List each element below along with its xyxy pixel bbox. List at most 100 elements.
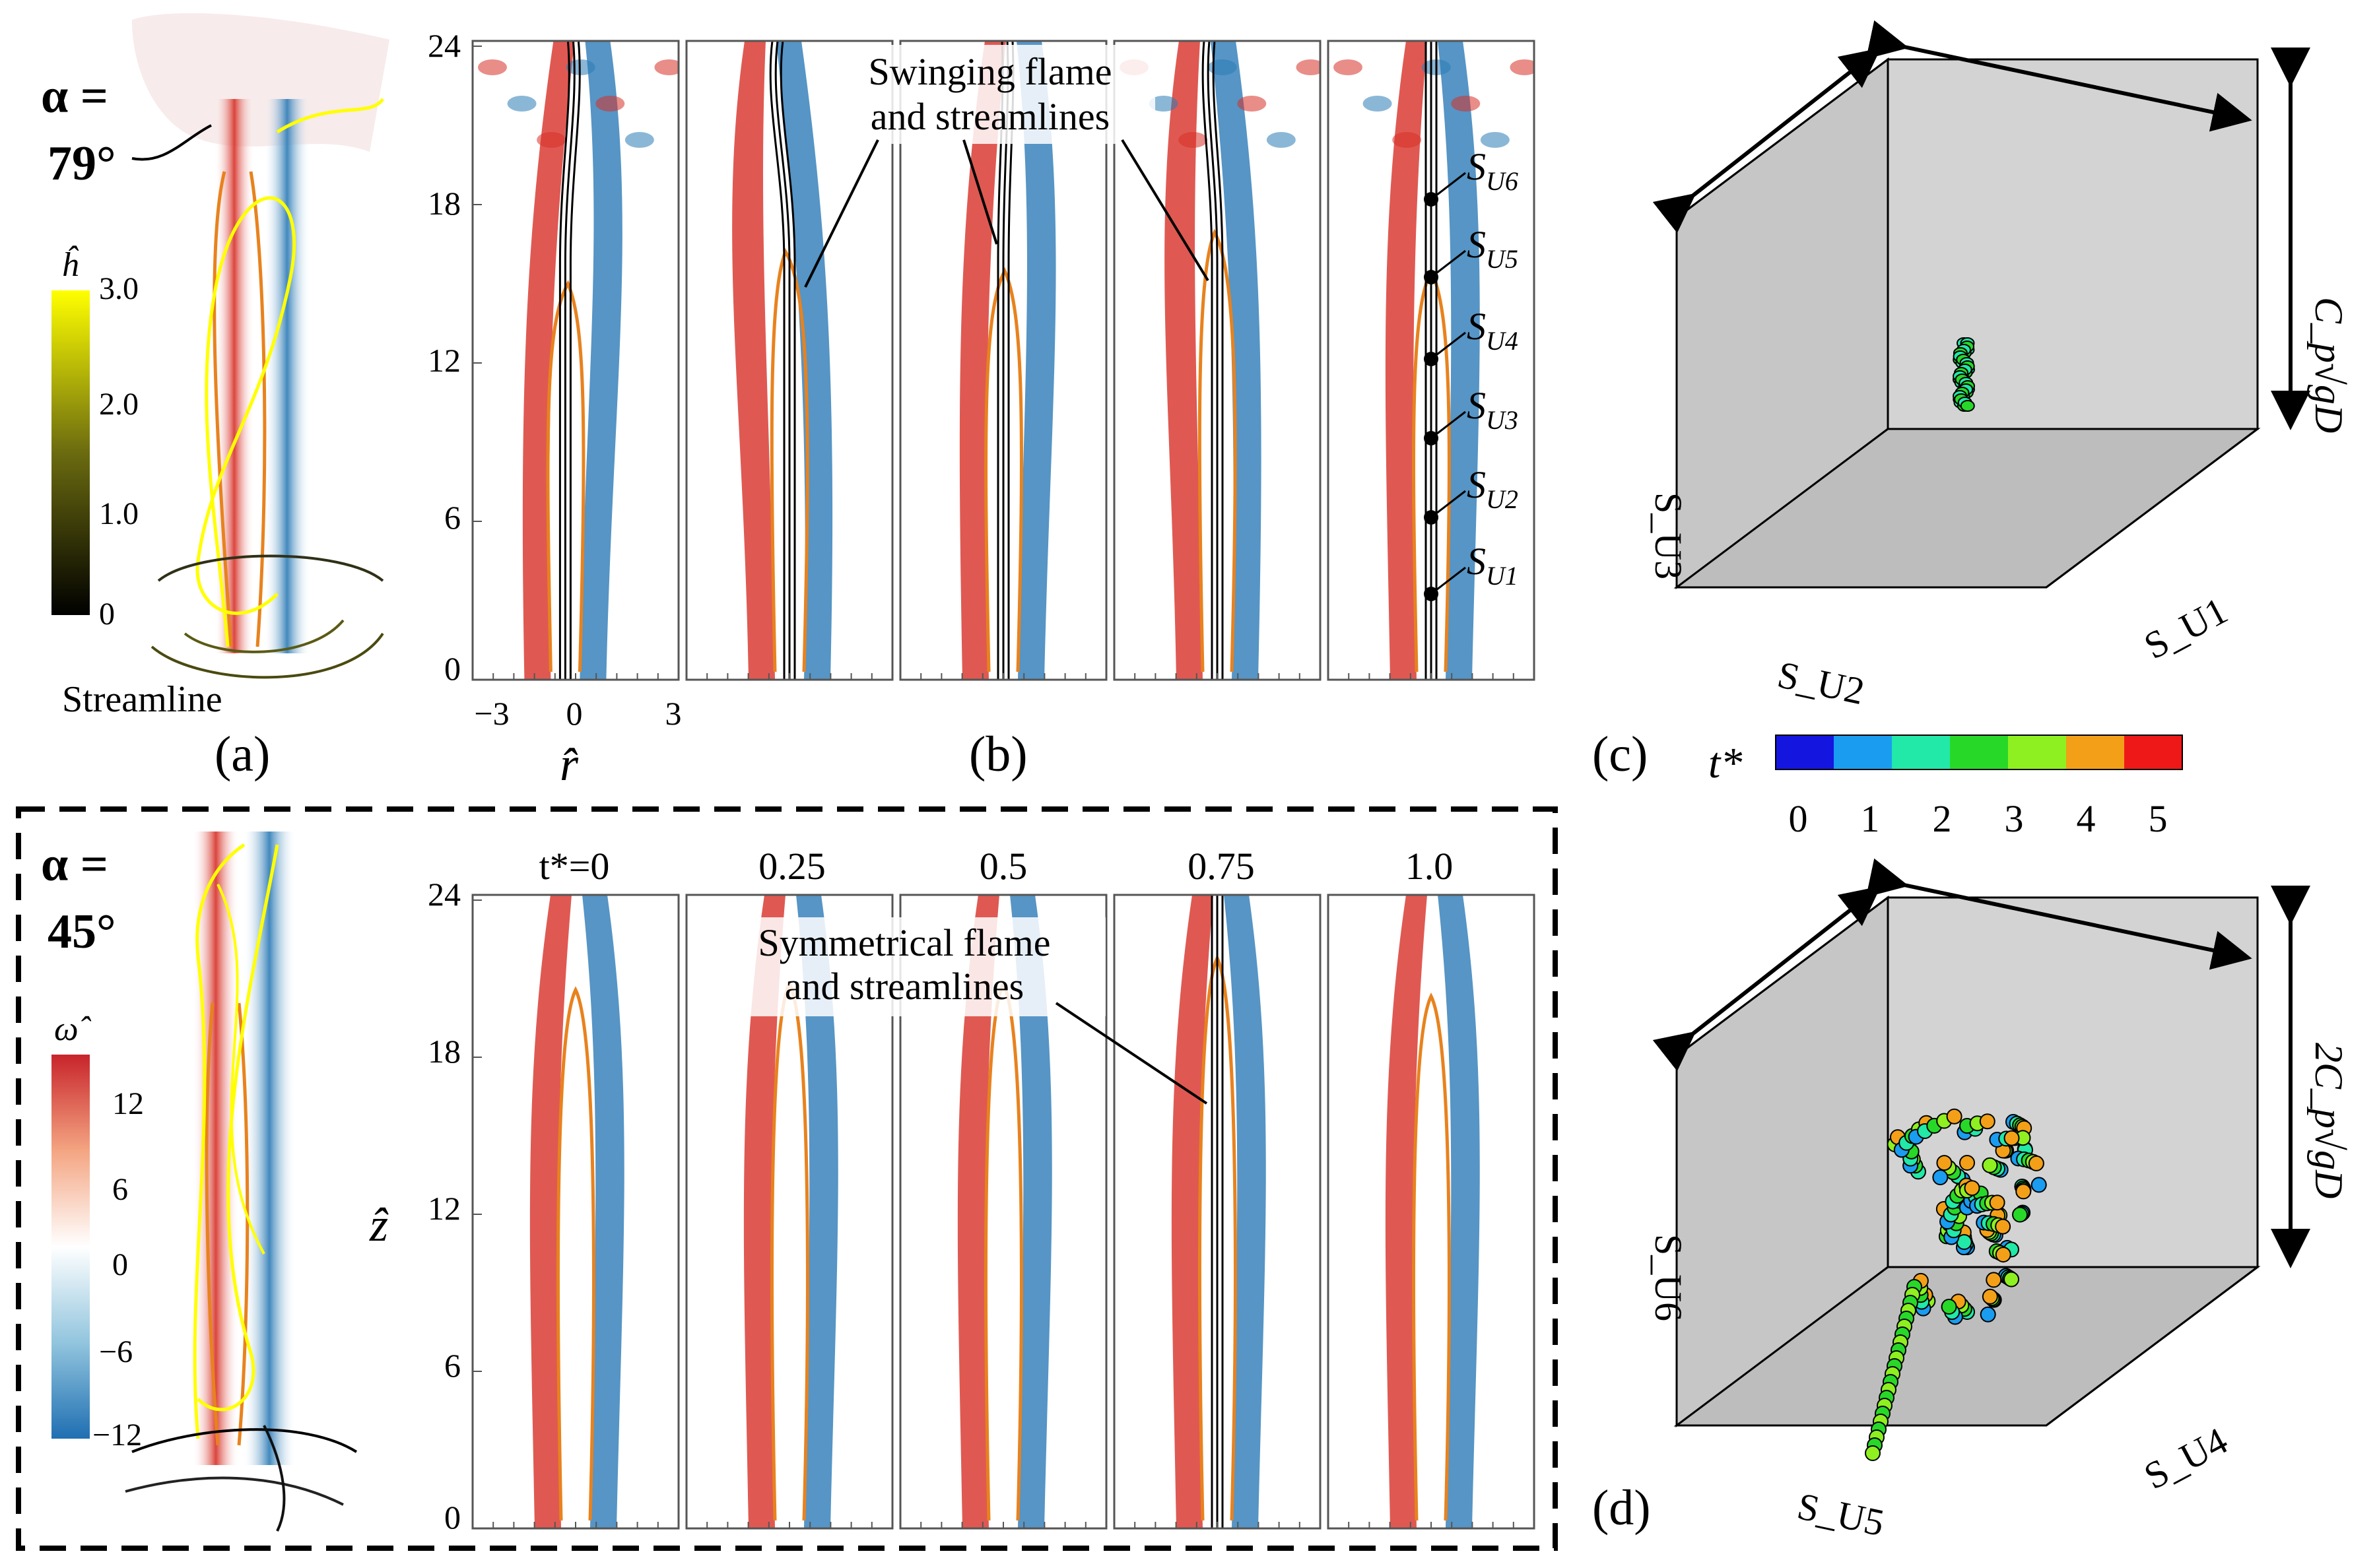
bottom-snapshot-5-blue-band — [1438, 895, 1480, 1528]
alpha-value-bottom: 45° — [48, 905, 116, 959]
top-snapshot-3-red-band — [959, 41, 1006, 680]
bottom-snapshot-2-red-band — [743, 895, 786, 1528]
attractor-d-point — [1932, 1169, 1949, 1186]
bottom-snapshot-5-flame-contour — [1411, 992, 1451, 1521]
panel-label-a-top: (a) — [215, 727, 270, 782]
panel-label-c: (c) — [1592, 727, 1648, 782]
top-snapshot-4 — [1113, 40, 1322, 681]
annotation-symmetrical-line2: and streamlines — [785, 965, 1024, 1008]
streamline-label: Streamline — [62, 679, 222, 720]
panel-label-d: (d) — [1592, 1480, 1651, 1536]
bottom-snapshot-4 — [1113, 894, 1322, 1530]
omega-tick-0: 0 — [112, 1247, 128, 1282]
scale-d-label: 2C_p√gD — [2307, 1043, 2351, 1198]
attractor-d-point — [1995, 1247, 2011, 1263]
top-snapshot-4-red-band — [1164, 41, 1203, 680]
top-snapshot-1-flame-contour — [546, 280, 586, 672]
top-snapshot-4-blue-band — [1211, 41, 1261, 680]
bottom-snapshot-4-blue-band — [1224, 895, 1266, 1528]
z-tick-bottom-18: 18 — [428, 1033, 461, 1070]
attractor-d-point — [2015, 1183, 2032, 1200]
z-tick-top-12: 12 — [428, 342, 461, 379]
axis-c-bottom: S_U2 — [1774, 653, 1868, 713]
time-label-1: 1.0 — [1405, 845, 1454, 888]
attractor-c-point — [1960, 400, 1975, 412]
cube-d-scale-arrow-width — [1865, 858, 2252, 970]
time-colorbar-swatch — [2008, 735, 2067, 769]
time-tick-3: 3 — [2005, 797, 2024, 840]
time-tick-5: 5 — [2149, 797, 2168, 840]
top-snapshot-3-flame-contour — [984, 267, 1023, 672]
annotation-leader-3 — [1121, 139, 1209, 282]
phase-space-c — [1652, 20, 2310, 589]
z-axis-label: ẑ — [369, 1198, 389, 1251]
h-tick-3: 3.0 — [99, 271, 139, 306]
cube-c-scale-arrow-depth — [1652, 48, 1881, 234]
top-snapshot-2 — [685, 40, 894, 681]
bottom-snapshot-1-red-band — [529, 895, 572, 1528]
attractor-d-point — [2012, 1206, 2028, 1223]
top-snapshot-1-red-band — [522, 41, 575, 680]
time-colorbar-symbol: t* — [1708, 739, 1742, 787]
z-tick-bottom-0: 0 — [444, 1499, 461, 1536]
time-colorbar-swatch — [1776, 735, 1834, 769]
time-label-075: 0.75 — [1188, 845, 1255, 888]
top-snapshot-3-blue-band — [1017, 41, 1056, 680]
omega-tick-minus12: −12 — [92, 1418, 142, 1453]
top-snapshot-1 — [471, 40, 680, 681]
top-snapshot-1-blue-band — [580, 41, 622, 680]
time-colorbar-swatch — [2066, 735, 2125, 769]
attractor-d-point — [1979, 1113, 1995, 1130]
bottom-snapshot-2-blue-band — [796, 895, 838, 1528]
time-colorbar-swatch — [1834, 735, 1893, 769]
flame-render-top — [131, 13, 389, 679]
attractor-d-point — [1982, 1157, 1998, 1173]
panel-a-bottom: α = 45° ω̂ 12 6 0 −6 −12 — [41, 832, 358, 1532]
attractor-d-point — [1964, 1180, 1980, 1196]
flame-render-bottom — [125, 832, 358, 1532]
r-tick-minus3: −3 — [474, 695, 509, 732]
annotation-swinging-line2: and streamlines — [871, 95, 1110, 138]
top-snapshot-5-blue-band — [1438, 41, 1480, 680]
bottom-snapshot-3-red-band — [957, 895, 999, 1528]
scale-c-label: C_p√gD — [2307, 297, 2351, 433]
attractor-d-point — [1989, 1194, 2005, 1211]
top-snapshot-5-red-band — [1385, 41, 1427, 680]
z-tick-top-18: 18 — [428, 185, 461, 222]
panel-b-top: 24 18 12 6 0 −3 0 3 r̂ (b) Swinging flam… — [428, 27, 1535, 791]
h-tick-1: 1.0 — [99, 496, 139, 531]
bottom-snapshot-1 — [471, 894, 680, 1530]
h-colorbar-symbol: ĥ — [61, 245, 79, 284]
time-label-05: 0.5 — [980, 845, 1028, 888]
z-tick-bottom-24: 24 — [428, 876, 461, 913]
top-snapshot-4-flame-contour — [1197, 228, 1237, 672]
annotation-symmetrical-line1: Symmetrical flame — [758, 921, 1051, 964]
axis-c-vertical: S_U3 — [1647, 492, 1690, 579]
bottom-snapshot-1-flame-contour — [556, 986, 595, 1521]
z-tick-top-24: 24 — [428, 27, 461, 64]
z-tick-top-6: 6 — [444, 499, 461, 536]
panel-b-bottom: 24 18 12 6 0 ẑ t*=0 0.25 0.5 0.75 1.0 Sy… — [369, 845, 1535, 1536]
z-tick-top-0: 0 — [444, 650, 461, 687]
attractor-d-point — [1995, 1218, 2011, 1235]
attractor-d-point — [1865, 1445, 1881, 1461]
attractor-d-point — [2003, 1271, 2020, 1288]
top-snapshot-3 — [899, 40, 1108, 681]
omega-colorbar — [51, 1055, 90, 1439]
cube-d-scale-arrow-depth — [1652, 886, 1881, 1072]
annotation-swinging-line1: Swinging flame — [869, 50, 1112, 93]
attractor-d-point — [1946, 1108, 1962, 1125]
axis-c-right: S_U1 — [2137, 589, 2234, 667]
r-tick-3: 3 — [665, 695, 682, 732]
attractor-d-point — [1959, 1155, 1975, 1171]
attractor-d-point — [2030, 1177, 2047, 1193]
time-colorbar: t* 0 1 2 3 4 5 — [1708, 735, 2183, 840]
annotation-leader-4 — [1055, 1002, 1208, 1105]
bottom-snapshot-3-blue-band — [1010, 895, 1052, 1528]
cube-c-scale-arrow-width — [1865, 20, 2252, 132]
h-tick-2: 2.0 — [99, 387, 139, 422]
alpha-label-bottom: α = — [41, 837, 108, 892]
h-tick-0: 0 — [99, 597, 115, 632]
